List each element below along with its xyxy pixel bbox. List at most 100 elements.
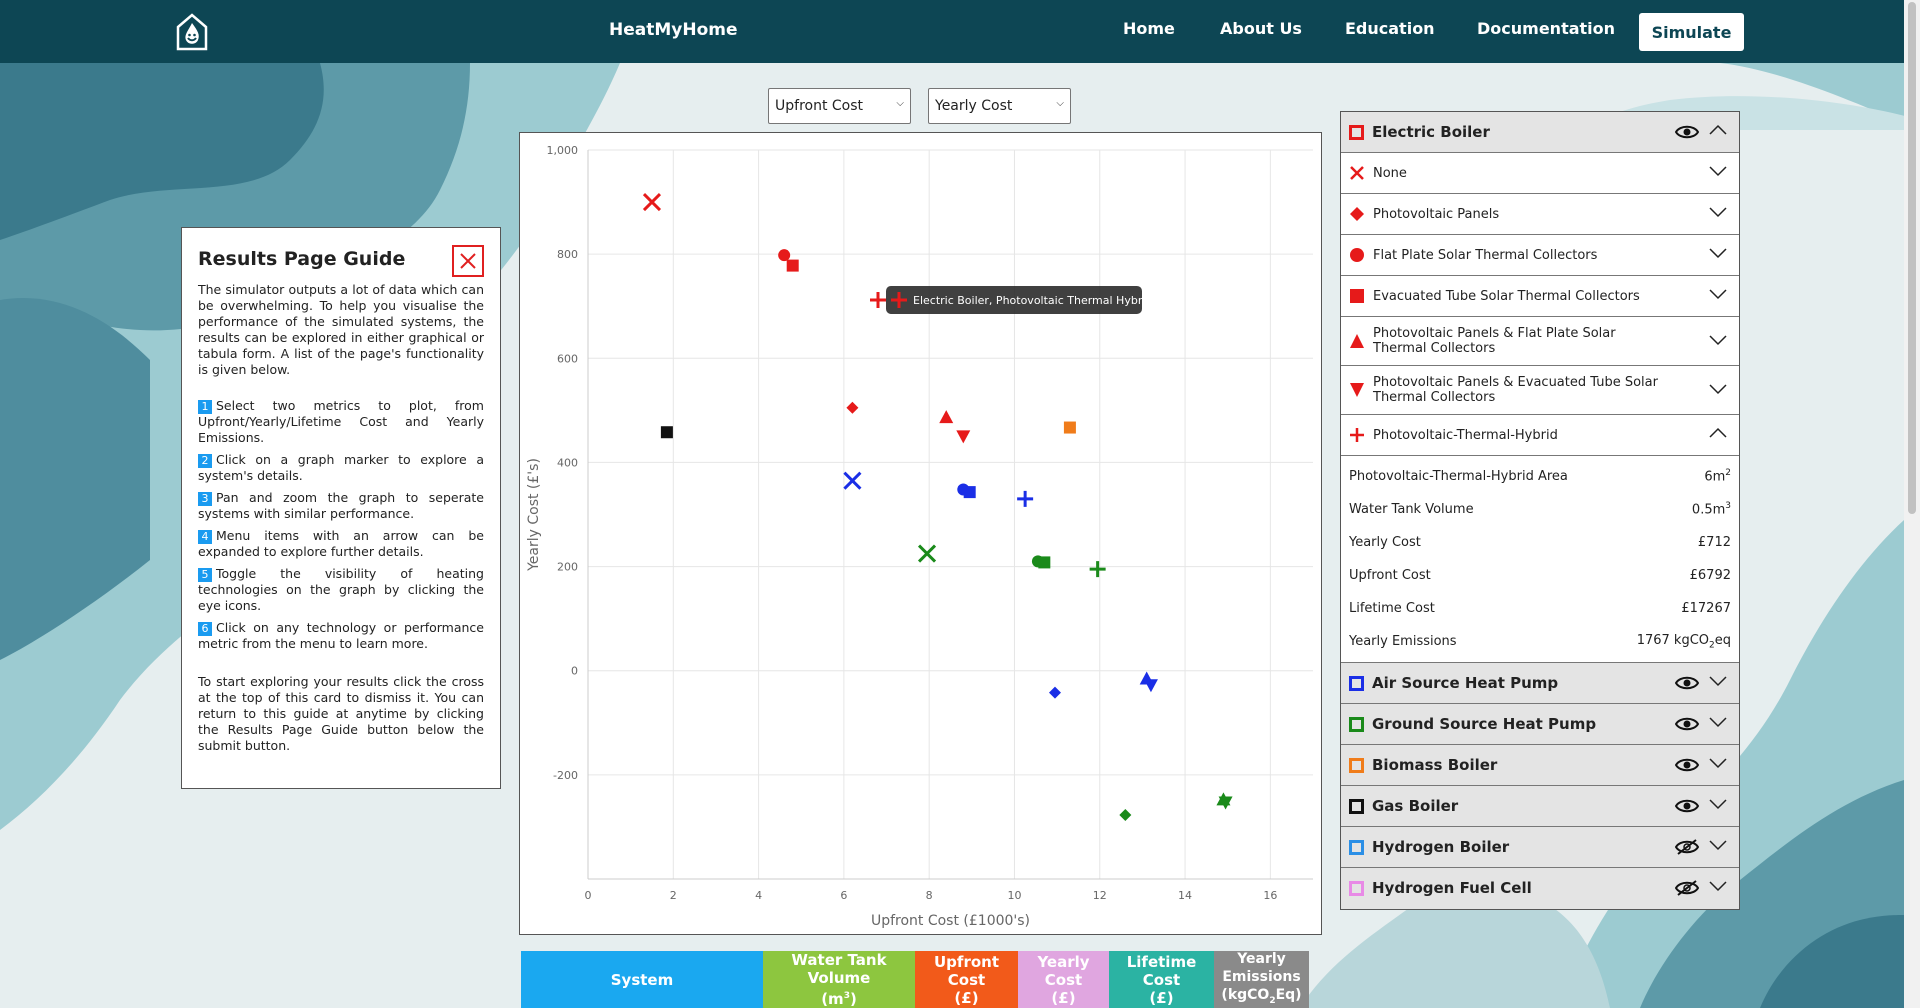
chevron-down-icon[interactable]: [1709, 288, 1727, 300]
red-square-marker-icon: [1350, 289, 1364, 303]
detail-water-tank-volume[interactable]: Water Tank Volume 0.5m3: [1341, 493, 1739, 526]
system-color-square-icon: [1349, 757, 1364, 773]
red-triangle-up-marker-icon: [1350, 334, 1364, 348]
detail-upfront-cost[interactable]: Upfront Cost £6792: [1341, 559, 1739, 592]
th-upfront-cost[interactable]: Upfront Cost (£): [915, 951, 1018, 1008]
x-marker[interactable]: [843, 471, 862, 490]
addon-pv-evacuated-tube[interactable]: Photovoltaic Panels & Evacuated Tube Sol…: [1341, 366, 1739, 415]
system-color-square-icon: [1349, 716, 1364, 732]
step-number: 2: [198, 454, 212, 468]
diamond-marker[interactable]: [1119, 808, 1132, 821]
chevron-down-icon[interactable]: [1709, 334, 1727, 346]
nav-home[interactable]: Home: [1123, 19, 1175, 38]
eye-off-icon[interactable]: [1675, 880, 1699, 896]
chevron-down-icon[interactable]: [1709, 716, 1727, 728]
diamond-marker[interactable]: [846, 401, 859, 414]
nav-about-us[interactable]: About Us: [1220, 19, 1302, 38]
eye-icon[interactable]: [1675, 757, 1699, 773]
chevron-down-icon[interactable]: [1709, 757, 1727, 769]
x-marker[interactable]: [917, 544, 937, 563]
square-marker[interactable]: [1038, 556, 1051, 569]
system-electric-boiler[interactable]: Electric Boiler: [1341, 112, 1739, 153]
chevron-down-icon: ⌵: [1056, 98, 1064, 109]
chevron-down-icon[interactable]: [1709, 206, 1727, 218]
scrollbar-thumb[interactable]: [1908, 2, 1916, 514]
addon-label: Photovoltaic Panels & Evacuated Tube Sol…: [1373, 375, 1658, 405]
chevron-up-icon[interactable]: [1709, 427, 1727, 439]
eye-off-icon[interactable]: [1675, 839, 1699, 855]
square-marker[interactable]: [963, 486, 976, 499]
tooltip-background: [886, 285, 1142, 314]
addon-flat-plate-solar-thermal[interactable]: Flat Plate Solar Thermal Collectors: [1341, 235, 1739, 276]
detail-yearly-emissions[interactable]: Yearly Emissions 1767 kgCO2eq: [1341, 625, 1739, 658]
y-tick-label: 600: [557, 352, 578, 365]
detail-label: Photovoltaic-Thermal-Hybrid Area: [1349, 469, 1568, 484]
system-hydrogen-boiler[interactable]: Hydrogen Boiler: [1341, 827, 1739, 868]
eye-icon[interactable]: [1675, 798, 1699, 814]
step-text: Click on a graph marker to explore a sys…: [198, 452, 484, 483]
nav-education[interactable]: Education: [1345, 19, 1435, 38]
chevron-up-icon[interactable]: [1709, 124, 1727, 136]
detail-lifetime-cost[interactable]: Lifetime Cost £17267: [1341, 592, 1739, 625]
simulate-button[interactable]: Simulate: [1639, 13, 1744, 51]
addon-photovoltaic-panels[interactable]: Photovoltaic Panels: [1341, 194, 1739, 235]
house-flame-logo-icon[interactable]: [174, 11, 210, 51]
guide-close-button[interactable]: [452, 245, 484, 277]
guide-step: 3 Pan and zoom the graph to seperate syst…: [198, 490, 484, 522]
brand-name[interactable]: HeatMyHome: [609, 20, 738, 40]
navbar: HeatMyHome Home About Us Education Docum…: [0, 0, 1904, 63]
guide-step: 6 Click on any technology or performance …: [198, 620, 484, 652]
square-marker[interactable]: [660, 426, 673, 439]
x-tick-label: 4: [755, 889, 762, 902]
triangle-up-marker[interactable]: [939, 410, 954, 424]
system-air-source-heat-pump[interactable]: Air Source Heat Pump: [1341, 663, 1739, 704]
nav-documentation[interactable]: Documentation: [1477, 19, 1616, 38]
system-biomass-boiler[interactable]: Biomass Boiler: [1341, 745, 1739, 786]
square-marker[interactable]: [786, 259, 799, 272]
chevron-down-icon[interactable]: [1709, 383, 1727, 395]
th-water-tank-volume[interactable]: Water Tank Volume (m3): [763, 951, 915, 1008]
x-marker[interactable]: [642, 193, 662, 212]
chevron-down-icon[interactable]: [1709, 839, 1727, 851]
chevron-down-icon[interactable]: [1709, 675, 1727, 687]
system-ground-source-heat-pump[interactable]: Ground Source Heat Pump: [1341, 704, 1739, 745]
addon-evacuated-tube-solar-thermal[interactable]: Evacuated Tube Solar Thermal Collectors: [1341, 276, 1739, 317]
th-lifetime-cost[interactable]: Lifetime Cost (£): [1109, 951, 1214, 1008]
detail-label: Upfront Cost: [1349, 568, 1431, 583]
circle-marker[interactable]: [778, 249, 791, 262]
eye-icon[interactable]: [1675, 675, 1699, 691]
triangle-down-marker[interactable]: [1143, 679, 1158, 693]
plus-marker[interactable]: [870, 291, 886, 308]
system-gas-boiler[interactable]: Gas Boiler: [1341, 786, 1739, 827]
detail-yearly-cost[interactable]: Yearly Cost £712: [1341, 526, 1739, 559]
chevron-down-icon[interactable]: [1709, 880, 1727, 892]
triangle-down-marker[interactable]: [1218, 796, 1233, 810]
system-hydrogen-fuel-cell[interactable]: Hydrogen Fuel Cell: [1341, 868, 1739, 909]
chevron-down-icon[interactable]: [1709, 247, 1727, 259]
red-plus-marker-icon: [1350, 428, 1364, 442]
red-x-marker-icon: [1350, 166, 1364, 180]
eye-icon[interactable]: [1675, 716, 1699, 732]
scatter-chart[interactable]: 0 2 4 6 8 10 12 14 16 -200 0 200 400 600 800 1,000 Upfro…: [519, 132, 1322, 935]
chevron-down-icon[interactable]: [1709, 165, 1727, 177]
th-yearly-emissions[interactable]: Yearly Emissions (kgCO2Eq): [1214, 951, 1309, 1008]
system-rows: Air Source Heat Pump Ground Source Heat P…: [1341, 663, 1739, 909]
addon-photovoltaic-thermal-hybrid[interactable]: Photovoltaic-Thermal-Hybrid: [1341, 415, 1739, 456]
square-marker[interactable]: [1063, 421, 1076, 434]
eye-icon[interactable]: [1675, 124, 1699, 140]
x-tick-label: 10: [1007, 889, 1021, 902]
plus-marker[interactable]: [1089, 561, 1106, 578]
scatter-plot-svg[interactable]: 0 2 4 6 8 10 12 14 16 -200 0 200 400 600 800 1,000 Upfro…: [520, 133, 1321, 934]
chevron-down-icon[interactable]: [1709, 798, 1727, 810]
x-metric-select[interactable]: Upfront Cost ⌵: [768, 88, 911, 124]
plus-marker[interactable]: [1017, 490, 1034, 507]
addon-pv-flat-plate[interactable]: Photovoltaic Panels & Flat Plate Solar T…: [1341, 317, 1739, 366]
y-metric-select[interactable]: Yearly Cost ⌵: [928, 88, 1071, 124]
detail-pvt-area[interactable]: Photovoltaic-Thermal-Hybrid Area 6m2: [1341, 460, 1739, 493]
diamond-marker[interactable]: [1048, 686, 1061, 699]
triangle-down-marker[interactable]: [956, 430, 971, 444]
system-color-square-icon: [1349, 675, 1364, 691]
th-yearly-cost[interactable]: Yearly Cost (£): [1018, 951, 1109, 1008]
th-system[interactable]: System: [521, 951, 763, 1008]
addon-none[interactable]: None: [1341, 153, 1739, 194]
